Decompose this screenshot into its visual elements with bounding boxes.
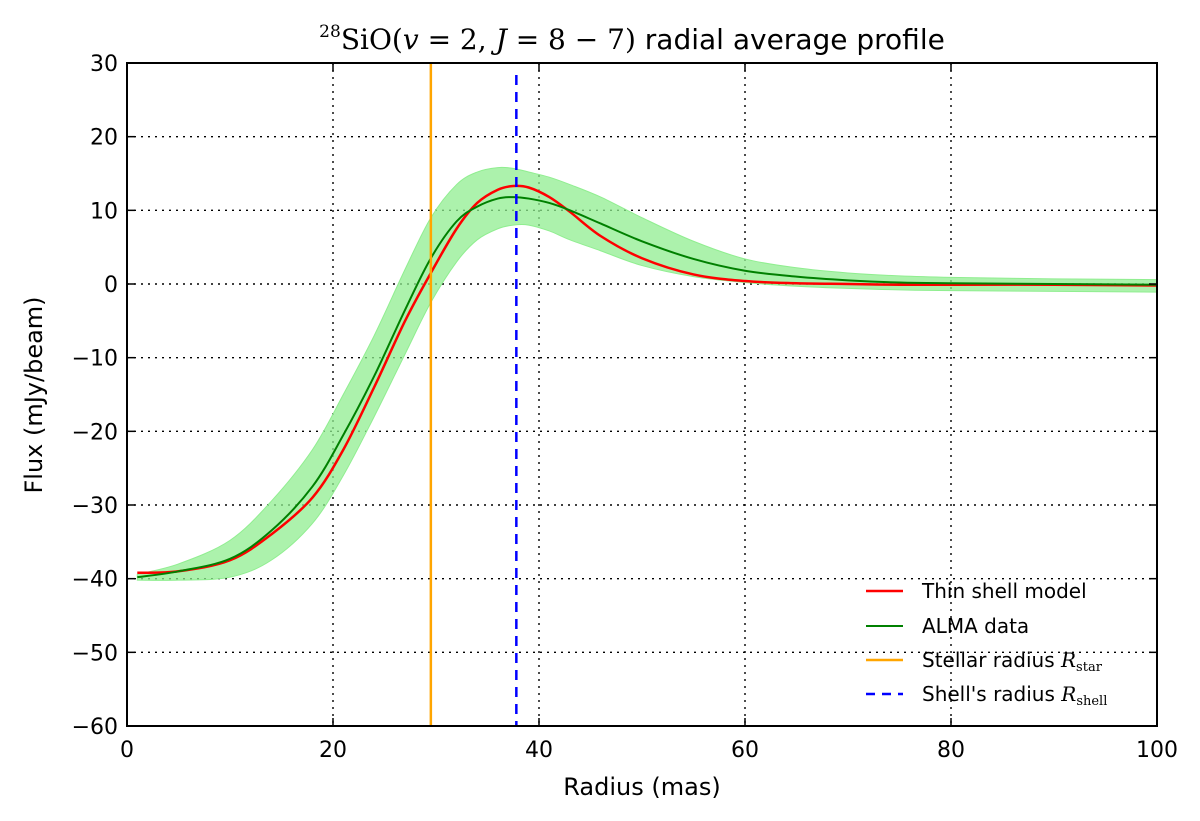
y-tick-label-20: 20 [90, 126, 118, 151]
x-tick-label-100: 100 [1136, 738, 1178, 763]
x-axis-label: Radius (mas) [563, 773, 720, 801]
vertical-lines-layer [429, 63, 518, 726]
plot-frame [126, 62, 1158, 727]
y-tick-label-30: 30 [90, 52, 118, 77]
y-tick-label-0: 0 [104, 273, 118, 298]
chart-title: 28SiO(v = 2, J = 8 − 7) radial average p… [319, 22, 945, 56]
x-tick-label-40: 40 [525, 738, 553, 763]
x-tick-label-0: 0 [120, 738, 134, 763]
legend: Thin shell model ALMA data Stellar radiu… [866, 579, 1107, 709]
legend-label-data: ALMA data [922, 614, 1029, 638]
alma-data-line [137, 196, 1158, 579]
y-tick-label--10: −10 [72, 347, 118, 372]
legend-label-model: Thin shell model [921, 579, 1087, 603]
y-axis-label: Flux (mJy/beam) [20, 296, 48, 493]
y-tick-label--30: −30 [72, 494, 118, 519]
thin-shell-model-line [137, 184, 1158, 575]
y-tick-label--60: −60 [72, 715, 118, 740]
series-layer [137, 184, 1158, 579]
legend-label-shell: Shell's radius Rshell [922, 682, 1107, 709]
x-tick-label-20: 20 [319, 738, 347, 763]
y-tick-label-10: 10 [90, 199, 118, 224]
y-tick-label--40: −40 [72, 568, 118, 593]
x-tick-label-80: 80 [937, 738, 965, 763]
x-tick-label-60: 60 [731, 738, 759, 763]
ticks-layer: 0 20 40 60 80 100 −60 −50 −40 −30 −20 −10 0 10 20 30 [72, 52, 1178, 763]
y-tick-label--50: −50 [72, 641, 118, 666]
y-tick-label--20: −20 [72, 420, 118, 445]
legend-label-stellar: Stellar radius Rstar [922, 648, 1103, 675]
